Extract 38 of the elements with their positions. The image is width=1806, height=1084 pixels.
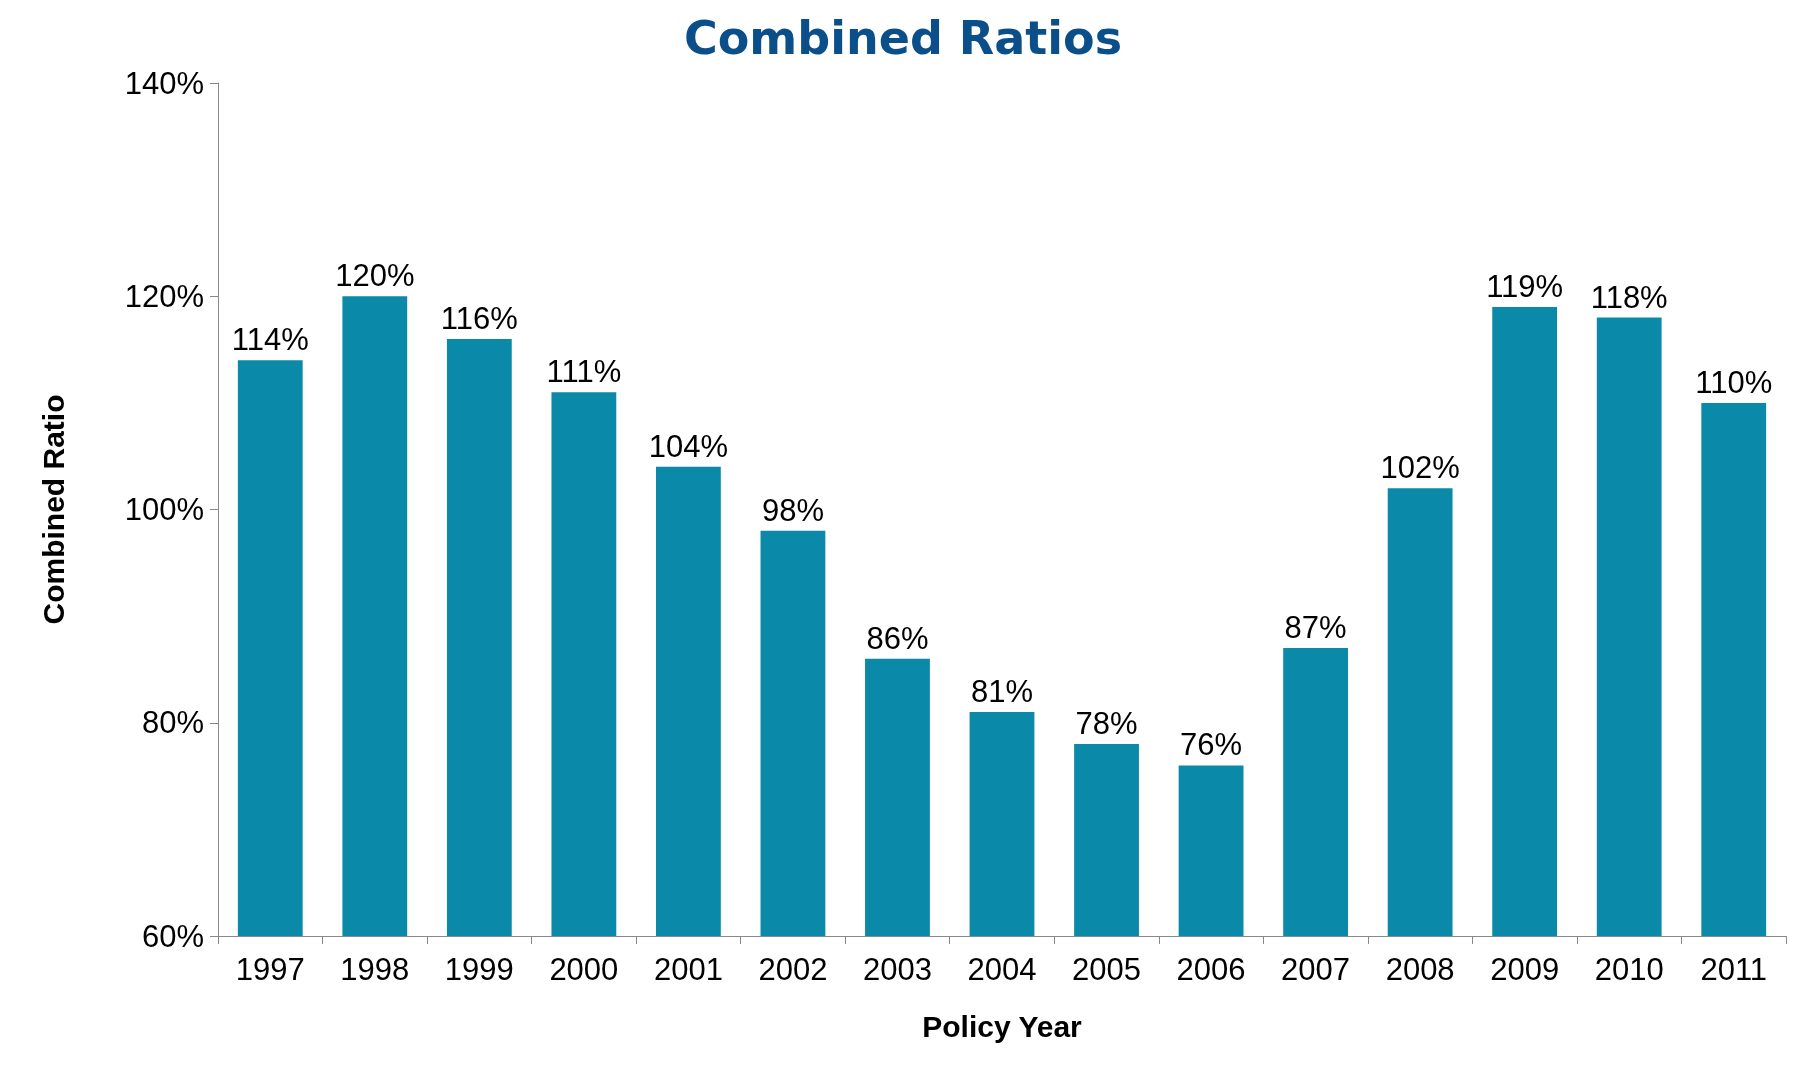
x-tick-label: 2001 (653, 952, 723, 987)
x-tick-label: 1997 (235, 952, 305, 987)
data-label: 120% (335, 258, 415, 294)
x-tick-label: 2007 (1281, 952, 1351, 987)
y-axis-title: Combined Ratio (36, 394, 70, 625)
x-tick-label: 1998 (340, 952, 410, 987)
data-label: 86% (866, 620, 929, 656)
y-tick-label: 100% (124, 492, 204, 527)
data-label: 119% (1486, 268, 1564, 304)
data-label: 104% (648, 428, 729, 464)
data-label: 78% (1075, 706, 1138, 742)
chart-title: Combined Ratios (683, 11, 1123, 65)
y-tick-label: 120% (124, 278, 204, 314)
y-tick-label: 60% (141, 918, 204, 954)
x-tick-label: 2003 (862, 952, 932, 987)
x-tick-label: 2010 (1594, 952, 1664, 987)
x-tick-label: 2011 (1700, 952, 1768, 987)
x-tick-label: 2000 (549, 952, 619, 987)
x-tick-label: 1999 (444, 952, 514, 987)
x-tick-label: 2004 (967, 952, 1037, 987)
y-tick-label: 140% (124, 65, 204, 101)
x-tick-label: 2006 (1176, 952, 1246, 987)
x-tick-label: 2008 (1385, 952, 1455, 987)
y-tick-label: 80% (141, 705, 204, 741)
data-label: 116% (440, 300, 518, 336)
data-label: 110% (1695, 364, 1773, 400)
x-tick-label: 2002 (758, 952, 828, 987)
data-label: 118% (1590, 279, 1668, 315)
data-label: 111% (546, 354, 622, 390)
data-label: 98% (761, 492, 824, 528)
data-label: 87% (1284, 610, 1347, 646)
x-tick-label: 2005 (1072, 952, 1142, 987)
data-label: 81% (970, 674, 1034, 710)
data-label: 114% (231, 322, 309, 358)
data-label: 102% (1380, 450, 1460, 486)
x-tick-label: 2009 (1490, 952, 1560, 987)
data-label: 76% (1180, 727, 1243, 763)
x-axis-title: Policy Year (922, 1009, 1083, 1043)
